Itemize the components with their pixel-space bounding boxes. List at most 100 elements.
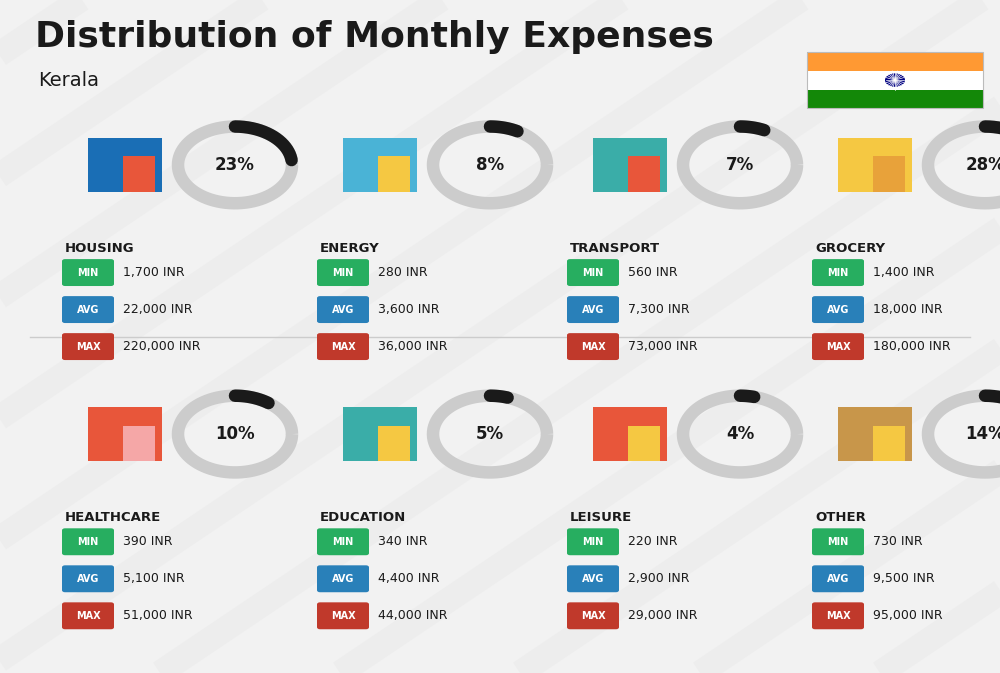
- Text: 36,000 INR: 36,000 INR: [378, 340, 448, 353]
- Text: AVG: AVG: [827, 574, 849, 583]
- Text: MIN: MIN: [332, 537, 354, 546]
- Text: 51,000 INR: 51,000 INR: [123, 609, 193, 623]
- Text: MAX: MAX: [331, 611, 355, 621]
- Text: EDUCATION: EDUCATION: [320, 511, 406, 524]
- Text: 7,300 INR: 7,300 INR: [628, 303, 690, 316]
- FancyBboxPatch shape: [812, 259, 864, 286]
- FancyBboxPatch shape: [567, 528, 619, 555]
- FancyBboxPatch shape: [62, 602, 114, 629]
- FancyBboxPatch shape: [567, 259, 619, 286]
- Text: 730 INR: 730 INR: [873, 535, 923, 548]
- Text: MAX: MAX: [581, 342, 605, 351]
- Text: 5%: 5%: [476, 425, 504, 443]
- FancyBboxPatch shape: [567, 602, 619, 629]
- Text: 4%: 4%: [726, 425, 754, 443]
- FancyBboxPatch shape: [628, 426, 660, 462]
- FancyBboxPatch shape: [123, 426, 155, 462]
- FancyBboxPatch shape: [62, 259, 114, 286]
- Text: AVG: AVG: [332, 305, 354, 314]
- FancyBboxPatch shape: [62, 565, 114, 592]
- FancyBboxPatch shape: [317, 602, 369, 629]
- Text: 9,500 INR: 9,500 INR: [873, 572, 935, 586]
- Text: 22,000 INR: 22,000 INR: [123, 303, 192, 316]
- Text: 10%: 10%: [215, 425, 255, 443]
- Text: 29,000 INR: 29,000 INR: [628, 609, 697, 623]
- Text: MIN: MIN: [582, 268, 604, 277]
- Text: 14%: 14%: [965, 425, 1000, 443]
- Text: MIN: MIN: [582, 537, 604, 546]
- FancyBboxPatch shape: [88, 137, 162, 192]
- FancyBboxPatch shape: [378, 426, 410, 462]
- FancyBboxPatch shape: [628, 157, 660, 192]
- FancyBboxPatch shape: [378, 157, 410, 192]
- Text: 95,000 INR: 95,000 INR: [873, 609, 943, 623]
- Text: 340 INR: 340 INR: [378, 535, 428, 548]
- FancyBboxPatch shape: [317, 528, 369, 555]
- Text: MAX: MAX: [76, 611, 100, 621]
- FancyBboxPatch shape: [838, 137, 912, 192]
- Text: Kerala: Kerala: [38, 71, 99, 90]
- Text: 180,000 INR: 180,000 INR: [873, 340, 951, 353]
- FancyBboxPatch shape: [62, 333, 114, 360]
- Text: 4,400 INR: 4,400 INR: [378, 572, 440, 586]
- FancyBboxPatch shape: [807, 52, 983, 71]
- Text: 560 INR: 560 INR: [628, 266, 678, 279]
- FancyBboxPatch shape: [807, 90, 983, 108]
- Text: 44,000 INR: 44,000 INR: [378, 609, 448, 623]
- FancyBboxPatch shape: [343, 137, 417, 192]
- Text: 28%: 28%: [965, 156, 1000, 174]
- FancyBboxPatch shape: [567, 565, 619, 592]
- Text: AVG: AVG: [77, 574, 99, 583]
- Text: TRANSPORT: TRANSPORT: [570, 242, 660, 255]
- Text: 5,100 INR: 5,100 INR: [123, 572, 185, 586]
- FancyBboxPatch shape: [343, 406, 417, 462]
- Text: 18,000 INR: 18,000 INR: [873, 303, 943, 316]
- Text: GROCERY: GROCERY: [815, 242, 885, 255]
- Text: MAX: MAX: [76, 342, 100, 351]
- Text: 23%: 23%: [215, 156, 255, 174]
- FancyBboxPatch shape: [812, 565, 864, 592]
- Text: MAX: MAX: [826, 342, 850, 351]
- FancyBboxPatch shape: [62, 296, 114, 323]
- FancyBboxPatch shape: [317, 565, 369, 592]
- Text: 2,900 INR: 2,900 INR: [628, 572, 689, 586]
- Text: AVG: AVG: [332, 574, 354, 583]
- Text: MAX: MAX: [826, 611, 850, 621]
- Text: HEALTHCARE: HEALTHCARE: [65, 511, 161, 524]
- Text: 8%: 8%: [476, 156, 504, 174]
- FancyBboxPatch shape: [123, 157, 155, 192]
- Text: Distribution of Monthly Expenses: Distribution of Monthly Expenses: [35, 20, 714, 54]
- FancyBboxPatch shape: [593, 137, 667, 192]
- Text: MIN: MIN: [332, 268, 354, 277]
- Circle shape: [885, 73, 905, 87]
- FancyBboxPatch shape: [317, 259, 369, 286]
- Text: 280 INR: 280 INR: [378, 266, 428, 279]
- Text: MIN: MIN: [827, 268, 849, 277]
- Text: AVG: AVG: [582, 305, 604, 314]
- FancyBboxPatch shape: [62, 528, 114, 555]
- Text: 220 INR: 220 INR: [628, 535, 677, 548]
- FancyBboxPatch shape: [807, 71, 983, 90]
- Text: 3,600 INR: 3,600 INR: [378, 303, 440, 316]
- FancyBboxPatch shape: [812, 528, 864, 555]
- Text: LEISURE: LEISURE: [570, 511, 632, 524]
- Text: HOUSING: HOUSING: [65, 242, 135, 255]
- Text: AVG: AVG: [77, 305, 99, 314]
- FancyBboxPatch shape: [567, 333, 619, 360]
- Text: 390 INR: 390 INR: [123, 535, 173, 548]
- Text: AVG: AVG: [827, 305, 849, 314]
- Text: MAX: MAX: [581, 611, 605, 621]
- Text: AVG: AVG: [582, 574, 604, 583]
- Text: MAX: MAX: [331, 342, 355, 351]
- Text: OTHER: OTHER: [815, 511, 866, 524]
- Text: 1,400 INR: 1,400 INR: [873, 266, 934, 279]
- FancyBboxPatch shape: [317, 296, 369, 323]
- Text: 220,000 INR: 220,000 INR: [123, 340, 200, 353]
- FancyBboxPatch shape: [812, 296, 864, 323]
- Text: 7%: 7%: [726, 156, 754, 174]
- Text: MIN: MIN: [77, 268, 99, 277]
- Text: 1,700 INR: 1,700 INR: [123, 266, 185, 279]
- Text: ENERGY: ENERGY: [320, 242, 380, 255]
- FancyBboxPatch shape: [88, 406, 162, 462]
- FancyBboxPatch shape: [838, 406, 912, 462]
